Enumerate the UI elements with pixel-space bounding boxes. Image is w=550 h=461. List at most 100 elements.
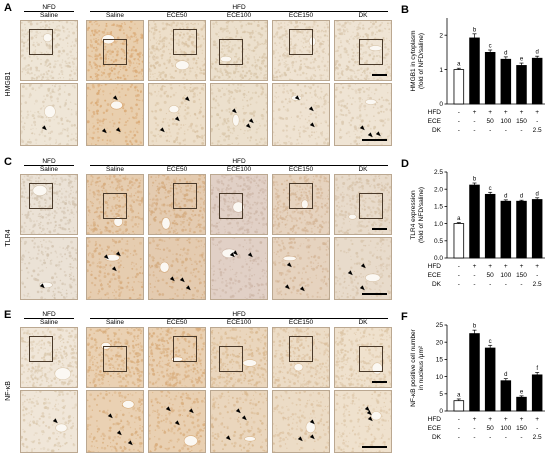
micrograph-low-magnification [20, 20, 78, 81]
significance-letter: b [473, 27, 477, 33]
column-label: Saline [105, 12, 125, 19]
bar [500, 58, 512, 105]
bar-chart: B HMGB1 in cytoplasm (fold of NFD/saline) 0… [401, 4, 545, 134]
significance-letter: f [536, 366, 538, 372]
group-label-nfd: NFD [42, 158, 56, 165]
treatment-cell: - [458, 118, 460, 125]
y-axis-label: (fold of NFD/saline) [418, 33, 425, 89]
significance-letter: d [504, 50, 507, 56]
treatment-cell: + [535, 109, 539, 116]
treatment-cell: - [473, 272, 475, 279]
treatment-cell: - [473, 425, 475, 432]
y-tick-label: 2.5 [434, 169, 443, 176]
column-label: ECE100 [226, 319, 252, 326]
tissue-texture [211, 238, 267, 299]
micrograph-high-magnification [272, 83, 330, 146]
zoom-region-box [29, 336, 53, 362]
micrograph-low-magnification [272, 327, 330, 388]
micrograph-high-magnification [86, 237, 144, 300]
column-label: ECE150 [288, 166, 314, 173]
micrograph-low-magnification [210, 174, 268, 235]
treatment-cell: - [458, 127, 460, 134]
column-label: Saline [39, 12, 59, 19]
tissue-texture [21, 391, 77, 452]
treatment-row-label: ECE [428, 272, 442, 279]
treatment-cell: - [489, 281, 491, 288]
bar [453, 69, 465, 105]
tissue-texture [211, 21, 267, 80]
micrograph-low-magnification [334, 327, 392, 388]
bar [484, 193, 496, 259]
significance-letter: e [520, 389, 524, 395]
tissue-texture [335, 391, 391, 452]
column-label: DK [358, 12, 368, 19]
y-tick-label: 2.0 [434, 186, 443, 193]
y-tick-label: 1.0 [434, 221, 443, 228]
bar [531, 199, 543, 259]
micrograph-low-magnification [148, 20, 206, 81]
micrograph-low-magnification [272, 20, 330, 81]
zoom-region-box [173, 183, 197, 209]
tissue-texture [273, 84, 329, 145]
zoom-region-box [173, 336, 197, 362]
tissue-texture [87, 21, 143, 80]
micrograph-high-magnification [86, 390, 144, 453]
y-tick-label: 0.5 [434, 238, 443, 245]
treatment-row-label: DK [432, 281, 442, 288]
micrograph-high-magnification [20, 390, 78, 453]
treatment-cell: - [458, 416, 460, 423]
treatment-cell: 50 [487, 272, 495, 279]
treatment-cell: 150 [516, 425, 527, 432]
column-label: Saline [105, 166, 125, 173]
treatment-cell: + [488, 263, 492, 270]
zoom-region-box [103, 39, 127, 65]
significance-letter: b [473, 177, 477, 183]
column-label: DK [358, 166, 368, 173]
stain-label: TLR4 [5, 229, 12, 247]
micrograph-low-magnification [272, 174, 330, 235]
group-label-hfd: HFD [232, 158, 246, 165]
treatment-cell: 150 [516, 272, 527, 279]
stain-label: NF-κB [5, 381, 12, 401]
panel-letter: D [401, 158, 409, 170]
treatment-row-label: DK [432, 434, 442, 441]
zoom-region-box [289, 183, 313, 209]
treatment-cell: - [489, 434, 491, 441]
micrograph-high-magnification [148, 390, 206, 453]
tissue-texture [21, 238, 77, 299]
micrograph-high-magnification [148, 237, 206, 300]
treatment-cell: 50 [487, 118, 495, 125]
y-axis-label: HMGB1 in cytoplasm [410, 30, 417, 91]
micrograph-high-magnification [210, 237, 268, 300]
treatment-cell: + [473, 416, 477, 423]
bar [469, 37, 480, 105]
tissue-texture [211, 391, 267, 452]
significance-letter: d [504, 372, 507, 378]
treatment-cell: + [520, 263, 524, 270]
treatment-cell: - [505, 127, 507, 134]
treatment-cell: + [504, 109, 508, 116]
tissue-texture [149, 391, 205, 452]
y-tick-label: 0 [439, 101, 443, 108]
zoom-region-box [219, 193, 243, 219]
micrograph-high-magnification [334, 237, 392, 300]
tissue-texture [335, 238, 391, 299]
micrograph-low-magnification [86, 20, 144, 81]
y-axis-label: NF-κB positive cell number [410, 328, 417, 406]
bar [516, 200, 527, 259]
bar [453, 400, 465, 412]
treatment-cell: 50 [487, 425, 495, 432]
significance-letter: c [489, 186, 492, 192]
micrograph-high-magnification [272, 237, 330, 300]
zoom-region-box [103, 346, 127, 372]
group-rule [90, 318, 388, 319]
column-label: Saline [39, 166, 59, 173]
zoom-region-box [289, 29, 313, 55]
significance-letter: e [520, 57, 524, 63]
zoom-region-box [29, 183, 53, 209]
group-label-nfd: NFD [42, 4, 56, 11]
panel-letter: A [4, 2, 12, 14]
scale-bar [372, 74, 387, 76]
treatment-cell: - [473, 434, 475, 441]
treatment-cell: - [458, 281, 460, 288]
